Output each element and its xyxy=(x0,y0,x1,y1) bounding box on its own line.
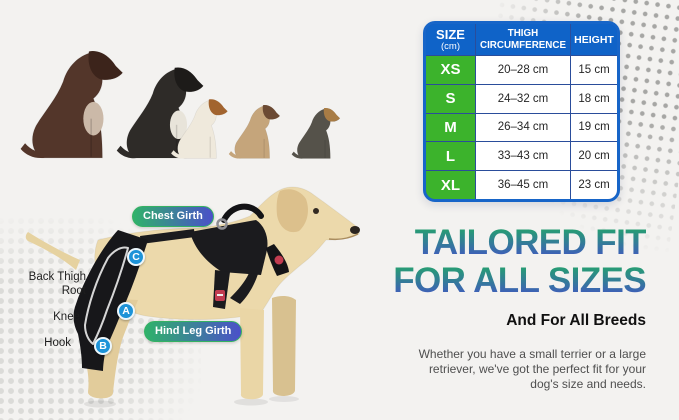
marker-b-badge: B xyxy=(94,337,112,355)
dog-size-lineup-image xyxy=(19,50,341,160)
size-chart-row-xs-height: 15 cm xyxy=(571,56,617,84)
subtitle: And For All Breeds xyxy=(506,312,646,329)
marker-c-badge: C xyxy=(127,248,145,266)
back-thigh-root-label: Back Thigh Root xyxy=(28,271,86,297)
size-chart-row-xl-size: XL xyxy=(426,171,475,199)
size-chart-header-height: HEIGHT xyxy=(571,24,617,55)
large-pointer-dog-icon xyxy=(19,50,124,159)
size-chart-row-m-thigh: 26–34 cm xyxy=(476,113,570,142)
hook-label: Hook xyxy=(44,337,71,349)
description-paragraph: Whether you have a small terrier or a la… xyxy=(418,347,646,391)
size-chart-header-size: SIZE (cm) xyxy=(426,24,475,55)
header-size-unit-text: (cm) xyxy=(441,40,460,52)
size-chart-row-s-size: S xyxy=(426,84,475,113)
size-chart-row-l-height: 20 cm xyxy=(571,142,617,171)
marker-a-badge: A xyxy=(117,302,135,320)
tailored-fit-text-panel: TAILORED FIT FOR ALL SIZES And For All B… xyxy=(366,224,646,404)
headline: TAILORED FIT FOR ALL SIZES xyxy=(366,224,646,300)
size-chart-row-l-size: L xyxy=(426,142,475,171)
pug-dog-icon xyxy=(228,104,281,159)
size-chart-table: SIZE (cm) THIGH CIRCUMFERENCE HEIGHT XS … xyxy=(423,21,620,202)
hind-leg-girth-label-pill: Hind Leg Girth xyxy=(144,321,243,342)
harness-diagram-dog-image xyxy=(25,186,360,408)
size-chart-header-thigh: THIGH CIRCUMFERENCE xyxy=(476,24,570,55)
size-chart-row-xs-thigh: 20–28 cm xyxy=(476,56,570,84)
header-size-text: SIZE xyxy=(436,26,465,42)
yorkie-dog-icon xyxy=(291,107,341,160)
size-chart-row-xl-height: 23 cm xyxy=(571,171,617,199)
size-chart-row-s-thigh: 24–32 cm xyxy=(476,84,570,113)
size-chart-row-xl-thigh: 36–45 cm xyxy=(476,171,570,199)
headline-line-1: TAILORED FIT xyxy=(366,224,647,262)
size-chart-row-m-size: M xyxy=(426,113,475,142)
size-chart-row-l-thigh: 33–43 cm xyxy=(476,142,570,171)
headline-line-2: FOR ALL SIZES xyxy=(366,262,646,300)
size-chart-row-m-height: 19 cm xyxy=(571,113,617,142)
size-chart-row-xs-size: XS xyxy=(426,56,475,84)
size-chart-row-s-height: 18 cm xyxy=(571,84,617,113)
chest-girth-label-pill: Chest Girth xyxy=(132,206,214,227)
knee-label: Knee xyxy=(53,311,80,323)
